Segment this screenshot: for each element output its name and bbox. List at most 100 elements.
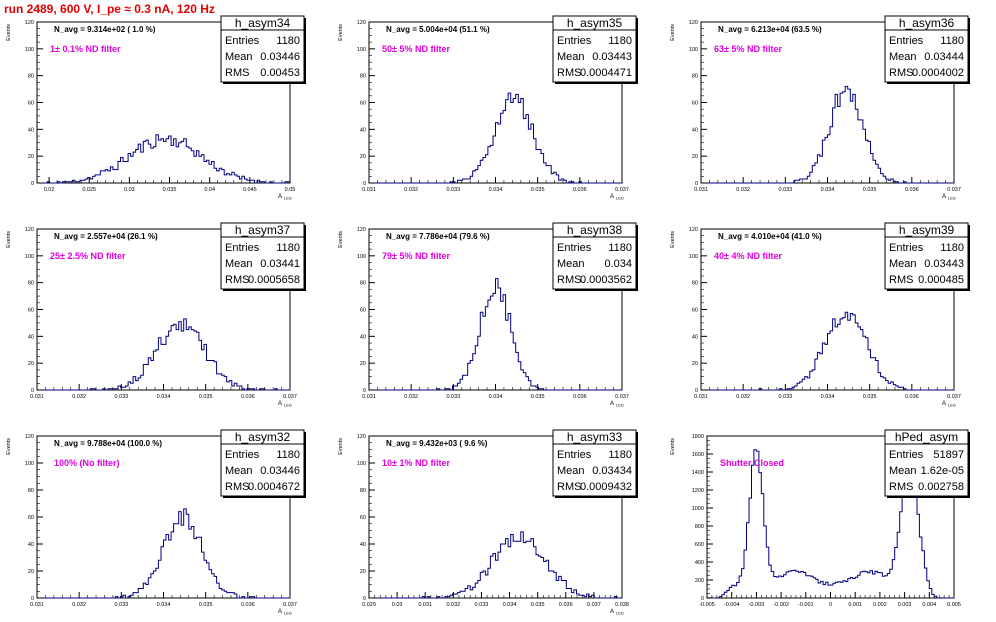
filter-label: 25± 2.5% ND filter: [50, 251, 126, 261]
stats-label-rms: RMS: [225, 481, 249, 493]
y-tick-label: 20: [360, 154, 366, 160]
x-tick-label: 0.05: [285, 187, 296, 193]
x-tick-label: 0.031: [694, 187, 708, 193]
y-axis-label: Events: [338, 231, 344, 248]
navg-label: N_avg = 4.010e+04 (41.0 %): [718, 232, 822, 241]
x-tick-label: 0.031: [418, 602, 432, 608]
stats-label-rms: RMS: [225, 274, 249, 286]
stats-value-rms: 0.0004471: [580, 67, 632, 79]
y-tick-label: 60: [28, 101, 34, 107]
histogram-line-h_asym34: [37, 134, 291, 184]
y-tick-label: 100: [357, 47, 366, 53]
y-axis-label: Events: [6, 231, 12, 248]
stats-value-entries: 1180: [276, 242, 300, 254]
stats-label-entries: Entries: [225, 449, 260, 461]
run-title: run 2489, 600 V, I_pe ≈ 0.3 nA, 120 Hz: [4, 2, 215, 16]
x-axis-label: A: [942, 194, 946, 200]
x-tick-label: 0.036: [241, 602, 255, 608]
x-tick-label: 0.003: [898, 602, 912, 608]
y-tick-label: 120: [25, 20, 34, 26]
stats-label-mean: Mean: [557, 51, 585, 63]
y-tick-label: 20: [692, 154, 698, 160]
navg-label: N_avg = 9.788e+04 (100.0 %): [54, 439, 162, 448]
x-tick-label: 0.029: [362, 602, 376, 608]
y-tick-label: 0: [695, 181, 698, 187]
x-axis-label: A: [278, 609, 282, 615]
y-tick-label: 0: [31, 181, 34, 187]
panel-h_asym35: 0 20 40 60 80 100 120 0.031 0.032 0.033 0.034 0.035…: [338, 15, 638, 201]
stats-box: [552, 222, 637, 290]
y-tick-label: 800: [695, 524, 704, 530]
stats-label-entries: Entries: [225, 242, 260, 254]
histogram-line-h_asym37: [37, 318, 290, 391]
stats-value-mean: 0.03441: [260, 258, 300, 270]
y-tick-label: 80: [28, 74, 34, 80]
y-tick-label: 100: [25, 254, 34, 260]
y-tick-label: 20: [360, 569, 366, 575]
y-axis-label: Events: [6, 438, 12, 455]
stats-label-rms: RMS: [557, 274, 581, 286]
y-tick-label: 100: [357, 254, 366, 260]
x-tick-label: 0.035: [199, 394, 213, 400]
x-tick-label: 0.033: [475, 602, 489, 608]
navg-label: N_avg = 7.786e+04 (79.6 %): [386, 232, 490, 241]
histogram-line-h_asym39: [701, 311, 954, 391]
x-tick-label: 0.037: [947, 187, 961, 193]
x-tick-label: 0.037: [615, 394, 629, 400]
y-tick-label: 120: [689, 20, 698, 26]
stats-title: h_asym39: [899, 223, 955, 237]
stats-label-mean: Mean: [225, 51, 253, 63]
stats-box: [552, 429, 637, 497]
y-axis-label: Events: [338, 438, 344, 455]
y-tick-label: 120: [357, 20, 366, 26]
x-tick-label: 0.03: [124, 187, 135, 193]
x-tick-label: -0.001: [798, 602, 814, 608]
navg-label: N_avg = 5.004e+04 (51.1 %): [386, 25, 490, 34]
stats-box: [552, 15, 637, 83]
x-tick-label: 0.033: [778, 394, 792, 400]
y-tick-label: 100: [689, 47, 698, 53]
filter-label: 40± 4% ND filter: [714, 251, 782, 261]
stats-box: [884, 429, 969, 497]
y-tick-label: 60: [360, 101, 366, 107]
x-tick-label: 0: [829, 602, 832, 608]
x-axis-label-sub: LED: [948, 196, 956, 201]
stats-label-entries: Entries: [889, 242, 924, 254]
stats-label-entries: Entries: [889, 449, 924, 461]
y-tick-label: 80: [692, 74, 698, 80]
x-tick-label: 0.035: [863, 187, 877, 193]
x-axis-label-sub: LED: [284, 403, 292, 408]
y-tick-label: 100: [357, 461, 366, 467]
stats-label-mean: Mean: [557, 465, 585, 477]
y-tick-label: 600: [695, 542, 704, 548]
stats-value-rms: 0.0004002: [912, 67, 964, 79]
stats-value-mean: 0.03444: [924, 51, 964, 63]
x-axis-label-sub: LED: [616, 403, 624, 408]
x-tick-label: 0.035: [531, 394, 545, 400]
y-tick-label: 100: [25, 461, 34, 467]
x-tick-label: 0.005: [947, 602, 961, 608]
x-tick-label: 0.03: [392, 602, 403, 608]
x-tick-label: 0.032: [72, 602, 86, 608]
x-tick-label: 0.032: [736, 187, 750, 193]
x-tick-label: 0.031: [362, 394, 376, 400]
stats-title: h_asym36: [899, 16, 955, 30]
y-tick-label: 80: [28, 281, 34, 287]
panel-h_asym38: 0 20 40 60 80 100 120 0.031 0.032 0.033 0.034 0.035…: [338, 222, 638, 408]
y-axis-label: Events: [670, 231, 676, 248]
stats-title: h_asym34: [235, 16, 291, 30]
stats-value-mean: 0.03434: [592, 465, 632, 477]
x-tick-label: 0.036: [559, 602, 573, 608]
x-tick-label: 0.038: [615, 602, 629, 608]
y-tick-label: 200: [695, 578, 704, 584]
x-tick-label: 0.02: [44, 187, 55, 193]
x-axis-label-sub: LED: [948, 403, 956, 408]
x-tick-label: -0.005: [699, 602, 715, 608]
stats-label-mean: Mean: [889, 258, 917, 270]
y-tick-label: 80: [28, 488, 34, 494]
x-tick-label: 0.045: [243, 187, 257, 193]
stats-value-entries: 1180: [276, 449, 300, 461]
x-tick-label: 0.034: [489, 394, 503, 400]
x-axis-label-sub: LED: [284, 611, 292, 616]
navg-label: N_avg = 9.432e+03 ( 9.6 %): [386, 439, 488, 448]
